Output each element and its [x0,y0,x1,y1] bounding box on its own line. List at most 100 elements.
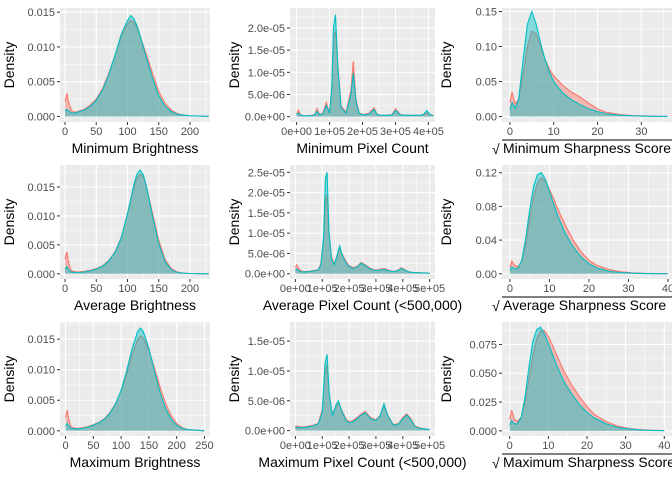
x-tick-label: 100 [112,440,130,452]
y-tick-label: 0.000 [27,269,55,281]
x-tick-label: 50 [87,440,99,452]
y-tick-label: 0.005 [27,395,55,407]
x-tick-label: 40 [662,283,672,295]
y-tick-label: 0.10 [476,42,497,54]
y-tick-label: 0.005 [27,240,55,252]
y-tick-label: 0.00 [476,269,497,281]
x-tick-label: 0e+00 [280,283,311,295]
density-area [295,194,430,274]
x-tick-label: 4e+05 [387,283,418,295]
density-area [65,336,205,431]
density-panel: 0 50 100 150 200 250 0.000 0.005 0.010 0.015 Densi… [1,322,214,470]
x-tick-label: 5e+05 [414,283,445,295]
x-tick-label: 1e+05 [307,440,338,452]
x-tick-label: 0 [507,440,513,452]
y-tick-label: 5.0e-06 [248,89,285,101]
y-axis-title: Density [226,356,242,403]
x-tick-label: 3e+05 [360,440,391,452]
y-tick-label: 0.000 [27,426,55,438]
x-tick-label: 1e+05 [307,283,338,295]
y-tick-label: 0.15 [476,7,497,19]
x-tick-label: 20 [591,126,603,138]
density-line [509,172,669,275]
x-tick-label: 200 [167,440,185,452]
x-tick-label: 4e+05 [387,440,418,452]
y-tick-label: 0.000 [27,111,55,123]
panel-background [502,8,672,122]
y-axis-title: Density [438,356,454,403]
x-tick-label: 20 [581,440,593,452]
density-line [64,173,209,275]
y-tick-label: 0.04 [476,235,497,247]
y-tick-label: 0.050 [469,368,497,380]
y-tick-label: 5.0e-06 [248,396,285,408]
y-tick-label: 0.0e+00 [245,112,285,124]
y-tick-label: 2.0e-05 [248,23,285,35]
x-tick-label: 100 [118,283,136,295]
x-tick-label: 3e+05 [360,283,391,295]
x-axis-title: Average Brightness [74,297,196,313]
x-tick-label: 30 [635,126,647,138]
y-tick-label: 0.0e+00 [245,269,285,281]
y-tick-label: 0.025 [469,397,497,409]
density-line [64,19,209,117]
density-area [295,364,430,431]
y-tick-label: 0.075 [469,339,497,351]
x-tick-label: 2e+05 [334,440,365,452]
x-tick-label: 150 [140,440,158,452]
y-tick-label: 5.0e-06 [248,248,285,260]
density-area [65,15,209,117]
x-tick-label: 50 [90,126,102,138]
y-tick-label: 0.000 [469,426,497,438]
density-panel: 0e+00 1e+05 2e+05 3e+05 4e+05 0.0e+00 5.0e-06 1… [226,8,444,156]
y-tick-label: 0.12 [476,168,497,180]
y-tick-label: 1.5e-05 [248,45,285,57]
density-area [295,354,430,431]
x-tick-label: 0 [62,126,68,138]
density-area [509,31,668,117]
x-tick-label: 100 [118,126,136,138]
x-tick-label: 40 [658,440,670,452]
density-line [64,169,209,275]
x-tick-label: 0 [62,440,68,452]
x-tick-label: 250 [195,440,213,452]
density-line [294,172,430,274]
y-tick-label: 1.5e-05 [248,208,285,220]
y-tick-label: 0.005 [27,77,55,89]
x-axis-title: Maximum Pixel Count (<500,000) [258,454,466,470]
density-panel: 0 50 100 150 200 0.000 0.005 0.010 0.015 Density A… [1,165,210,313]
y-tick-label: 0.015 [27,334,55,346]
y-tick-label: 0.015 [27,182,55,194]
y-tick-label: 0.08 [476,201,497,213]
x-tick-label: 0 [507,283,513,295]
x-tick-label: 2e+05 [347,126,378,138]
density-area [509,11,668,117]
x-tick-label: 50 [90,283,102,295]
density-panel: 0 10 20 30 40 0.000 0.025 0.050 0.075 Density √ Max… [438,322,672,471]
y-axis-title: Density [226,199,242,246]
density-line [296,14,434,117]
x-axis-title: Minimum Sharpness Score [503,140,671,156]
y-axis-title: Density [1,199,17,246]
x-tick-label: 4e+05 [413,126,444,138]
x-tick-label: 3e+05 [380,126,411,138]
y-tick-label: 0.015 [27,7,55,19]
density-area [509,177,669,274]
y-tick-label: 2.0e-05 [248,188,285,200]
y-tick-label: 0.00 [476,112,497,124]
y-axis-title: Density [226,42,242,89]
panel-background [60,8,210,122]
y-axis-title: Density [438,42,454,89]
y-tick-label: 0.010 [27,365,55,377]
sqrt-symbol: √ [492,141,500,157]
density-area [509,330,665,431]
x-tick-label: 2e+05 [334,283,365,295]
x-tick-label: 200 [181,283,199,295]
y-tick-label: 1.0e-05 [248,366,285,378]
x-axis-title: Minimum Pixel Count [296,140,428,156]
density-line [509,326,665,432]
y-tick-label: 0.010 [27,211,55,223]
y-tick-label: 1.0e-05 [248,228,285,240]
y-tick-label: 2.5e-05 [248,167,285,179]
